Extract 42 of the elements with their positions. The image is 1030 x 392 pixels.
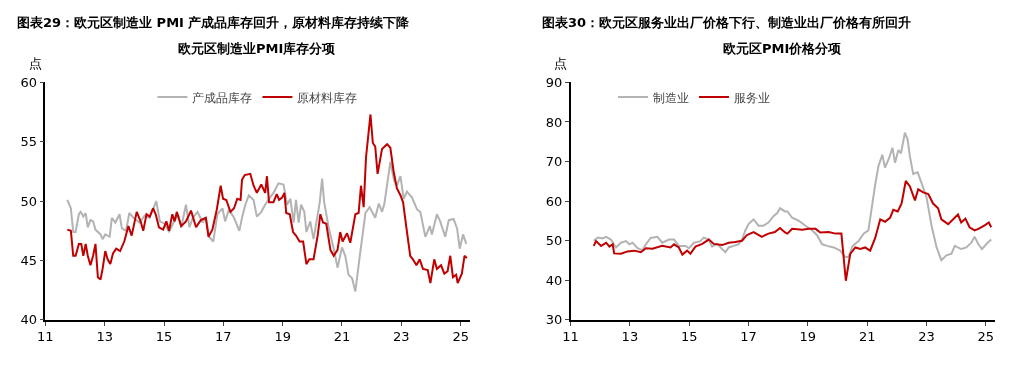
legend-label: 服务业: [733, 90, 770, 105]
x-tick-label: 19: [799, 329, 817, 345]
x-tick-label: 17: [740, 329, 757, 345]
legend-label: 原材料库存: [297, 90, 358, 105]
x-tick-label: 21: [858, 329, 876, 345]
x-tick-label: 17: [215, 329, 232, 345]
y-tick-label: 70: [545, 154, 563, 170]
chart-subtitle: 欧元区PMI价格分项: [723, 41, 843, 56]
line-series: [592, 179, 993, 282]
chart-title: 图表30：欧元区服务业出厂价格下行、制造业出厂价格有所回升: [542, 15, 912, 30]
x-tick-label: 13: [621, 329, 639, 345]
x-tick-label: 11: [562, 329, 579, 345]
x-tick-label: 15: [155, 329, 173, 345]
y-tick-label: 50: [545, 233, 563, 249]
chart-title: 图表29：欧元区制造业 PMI 产成品库存回升，原材料库存持续下降: [17, 15, 411, 30]
y-tick-label: 60: [20, 74, 37, 90]
y-tick-label: 90: [545, 74, 563, 90]
y-tick-label: 45: [20, 253, 37, 269]
x-tick-label: 19: [274, 329, 291, 345]
x-tick-label: 11: [37, 329, 54, 345]
line-series: [66, 113, 468, 285]
x-tick-label: 25: [977, 329, 995, 345]
y-tick-label: 40: [545, 272, 563, 288]
chart-subtitle: 欧元区制造业PMI库存分项: [178, 41, 337, 56]
y-axis-title: 点: [29, 56, 42, 71]
y-tick-label: 40: [20, 312, 37, 328]
y-tick-label: 30: [545, 312, 563, 328]
line-series: [592, 131, 993, 262]
x-tick-label: 23: [918, 329, 935, 345]
legend-label: 产成品库存: [192, 90, 253, 105]
y-tick-label: 80: [545, 114, 563, 130]
x-tick-label: 23: [393, 329, 410, 345]
y-tick-label: 55: [20, 134, 37, 150]
y-axis-title: 点: [554, 56, 567, 71]
y-tick-label: 50: [20, 193, 37, 209]
y-tick-label: 60: [545, 193, 563, 209]
x-tick-label: 15: [680, 329, 698, 345]
x-tick-label: 13: [96, 329, 113, 345]
x-tick-label: 21: [333, 329, 351, 345]
line-series: [66, 160, 468, 293]
legend-label: 制造业: [652, 90, 689, 105]
x-tick-label: 25: [452, 329, 469, 345]
